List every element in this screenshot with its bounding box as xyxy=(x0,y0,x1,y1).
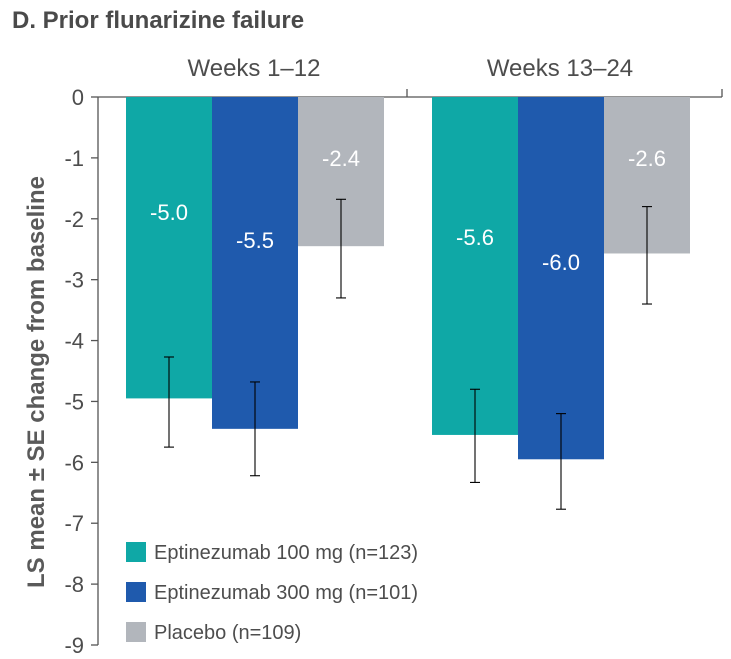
y-tick-label: -5 xyxy=(64,389,84,414)
legend-swatch xyxy=(126,582,146,602)
y-tick-label: -6 xyxy=(64,450,84,475)
legend-label: Eptinezumab 100 mg (n=123) xyxy=(154,542,418,564)
y-tick-label: -7 xyxy=(64,511,84,536)
chart-title: D. Prior flunarizine failure xyxy=(12,7,304,34)
y-tick-label: 0 xyxy=(72,85,84,110)
data-label: -6.0 xyxy=(542,250,580,275)
data-label: -2.6 xyxy=(628,146,666,171)
axes: 0 -1 -2 -3 -4 -5 -6 -7 -8 -9 Weeks 1–12 Weeks 13–24 xyxy=(64,55,723,658)
y-axis-label: LS mean ± SE change from baseline xyxy=(23,176,50,588)
category-label: Weeks 13–24 xyxy=(487,55,633,82)
y-tick-label: -8 xyxy=(64,572,84,597)
legend-label: Placebo (n=109) xyxy=(154,622,301,644)
bar xyxy=(212,97,298,429)
category-label: Weeks 1–12 xyxy=(188,55,321,82)
bar xyxy=(518,97,604,460)
data-label: -5.6 xyxy=(456,225,494,250)
y-tick-label: -2 xyxy=(64,207,84,232)
legend-swatch xyxy=(126,542,146,562)
legend-swatch xyxy=(126,622,146,642)
legend-label: Eptinezumab 300 mg (n=101) xyxy=(154,582,418,604)
data-label: -5.5 xyxy=(236,228,274,253)
y-tick-label: -1 xyxy=(64,146,84,171)
data-label: -2.4 xyxy=(322,146,360,171)
data-label: -5.0 xyxy=(150,200,188,225)
y-tick-label: -3 xyxy=(64,268,84,293)
bars: -5.0 -5.6 -5.5 -6.0 -2.4 -2.6 xyxy=(126,97,690,510)
bar xyxy=(432,97,518,435)
bar xyxy=(126,97,212,399)
legend: Eptinezumab 100 mg (n=123) Eptinezumab 30… xyxy=(126,542,418,644)
y-tick-label: -9 xyxy=(64,633,84,658)
y-tick-label: -4 xyxy=(64,329,84,354)
